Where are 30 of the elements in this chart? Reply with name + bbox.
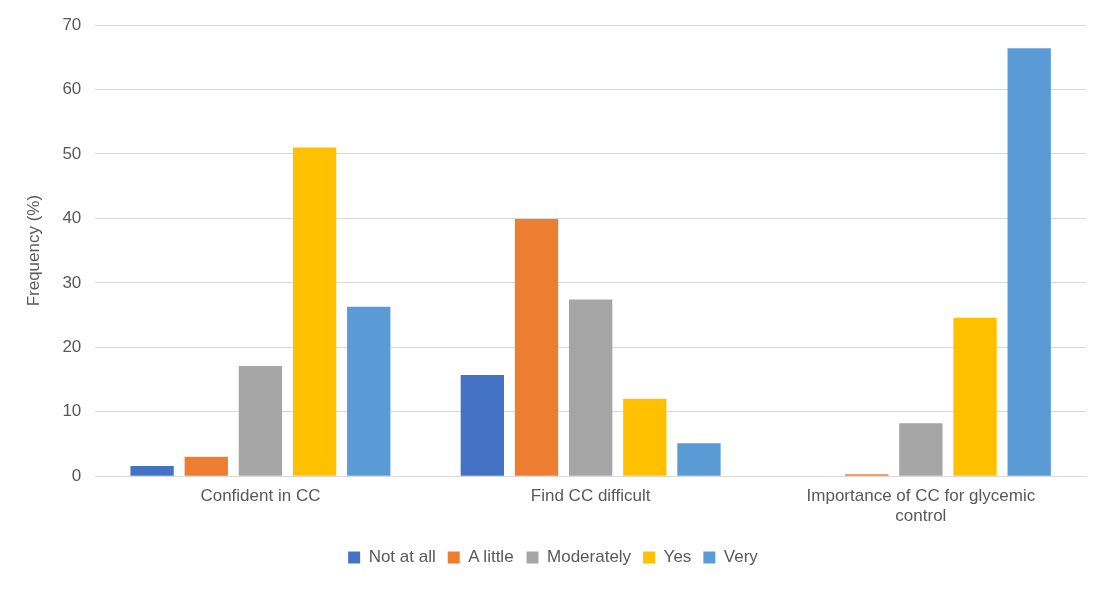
bar — [347, 306, 391, 476]
bar — [953, 317, 997, 476]
x-tick-label: Find CC difficult — [530, 486, 651, 506]
y-tick-label: 0 — [71, 465, 82, 485]
bar — [899, 423, 943, 476]
bar — [460, 375, 504, 476]
bar — [568, 299, 613, 476]
legend-label: Yes — [663, 547, 692, 567]
bar — [677, 443, 721, 476]
y-tick-label: 30 — [62, 272, 82, 292]
y-axis-title: Frequency (%) — [23, 194, 43, 307]
bar — [292, 147, 337, 476]
bar — [623, 398, 667, 476]
bar — [130, 465, 174, 476]
bar — [238, 365, 283, 476]
legend-label: Very — [723, 547, 759, 567]
legend-label: Moderately — [547, 547, 632, 567]
bar — [1007, 48, 1051, 476]
legend-label: Not at all — [368, 547, 436, 567]
y-tick-label: 20 — [62, 336, 82, 356]
legend-label: A little — [468, 547, 514, 567]
y-tick-label: 60 — [62, 79, 82, 99]
bar — [184, 456, 228, 476]
y-tick-label: 40 — [62, 208, 82, 228]
y-tick-label: 50 — [62, 143, 82, 163]
x-tick-label: Confident in CC — [200, 486, 321, 506]
y-tick-label: 70 — [62, 14, 82, 34]
bar — [514, 219, 559, 476]
x-tick-label: Importance of CC for glycemic control — [806, 486, 1036, 526]
y-tick-label: 10 — [62, 401, 82, 421]
